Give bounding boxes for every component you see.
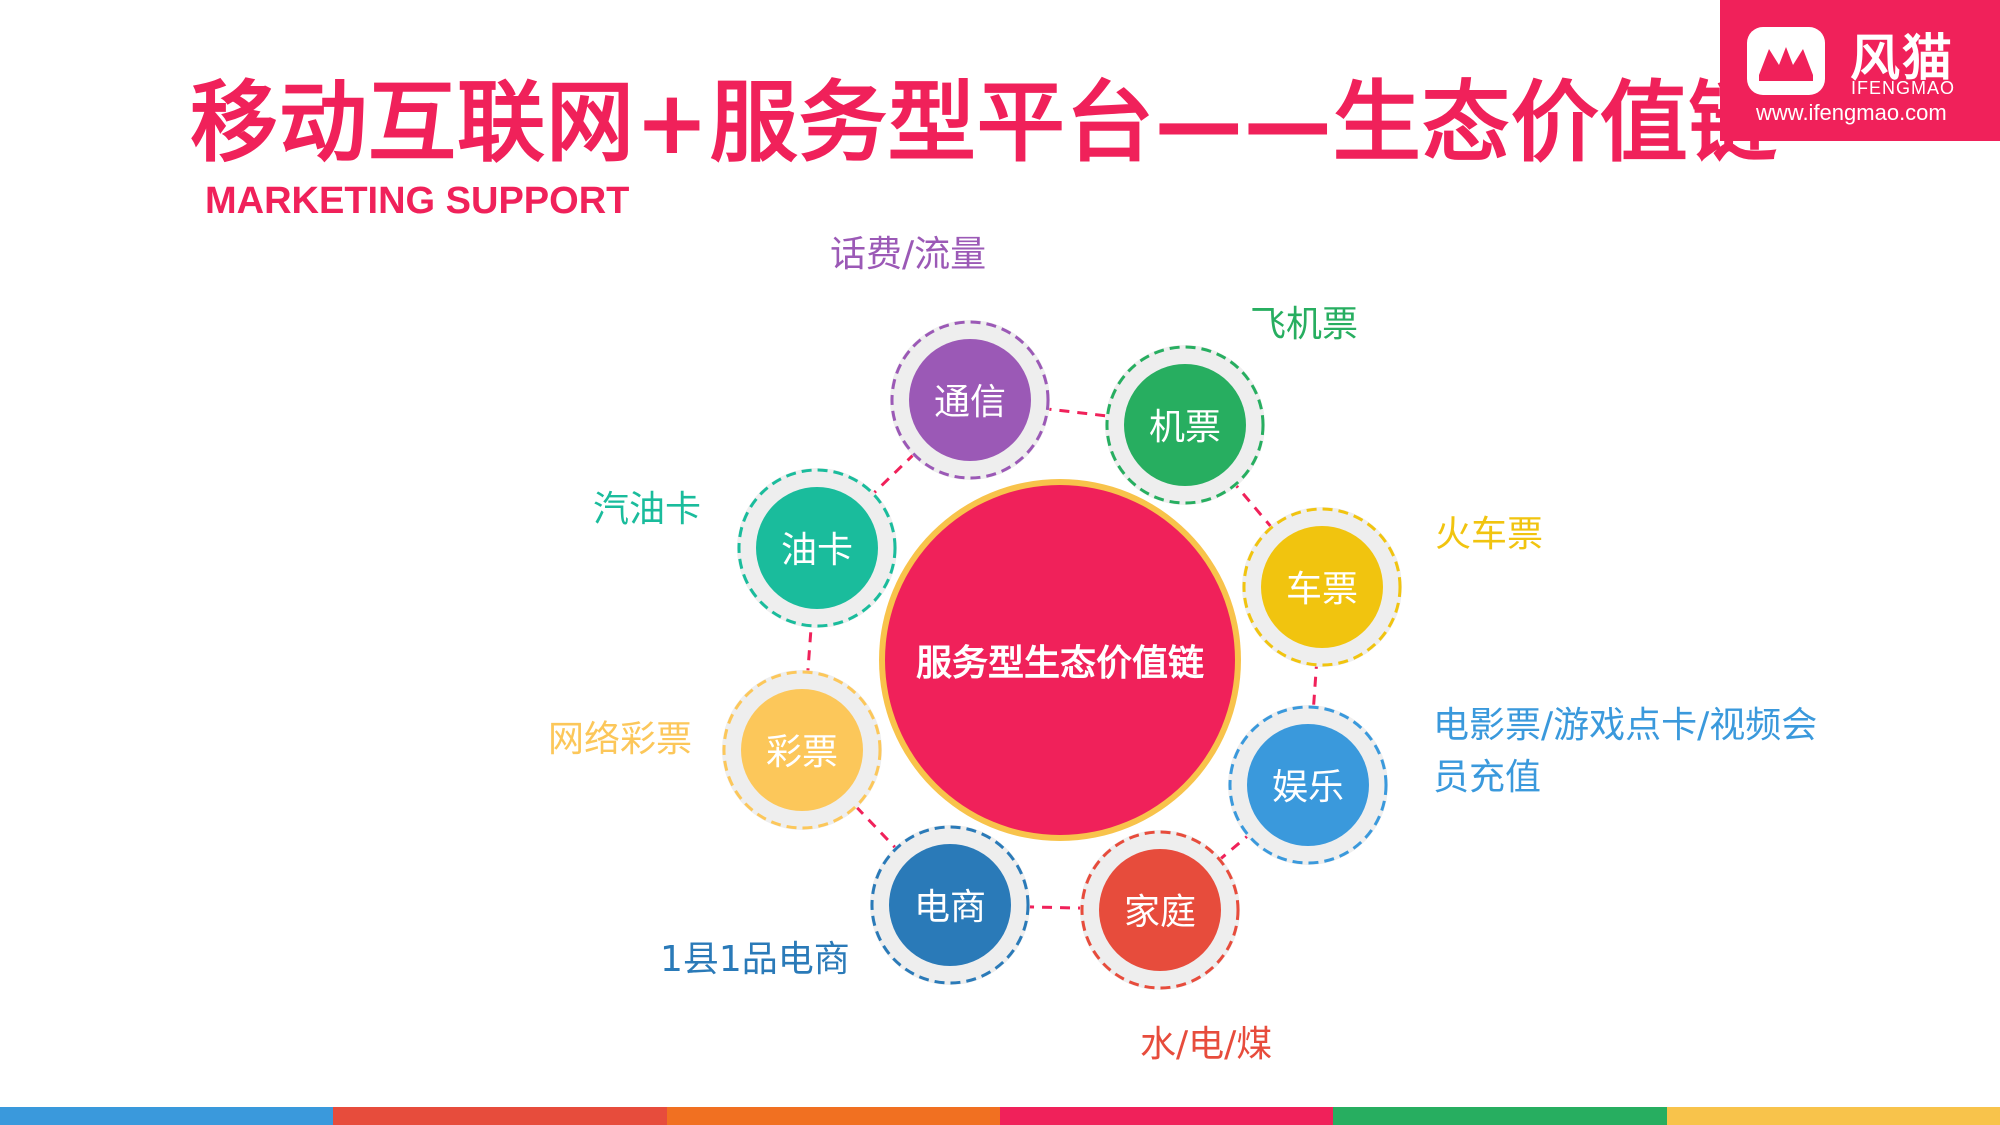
logo-subname: IFENGMAO	[1851, 78, 1956, 98]
page-title: 移动互联网+服务型平台——生态价值链	[190, 71, 1778, 174]
bottom-bar-segment	[0, 1107, 334, 1125]
brand-logo[interactable]: 风猫 IFENGMAO www.ifengmao.com	[1720, 0, 2000, 141]
node-youka[interactable]: 油卡	[737, 468, 897, 628]
node-label: 油卡	[781, 530, 853, 571]
bottom-bar-segment	[999, 1107, 1334, 1125]
node-label: 家庭	[1124, 892, 1196, 933]
bottom-bar-segment	[1666, 1107, 2000, 1125]
node-caipiao[interactable]: 彩票	[722, 670, 882, 830]
node-label: 车票	[1286, 569, 1358, 610]
external-label-caipiao: 网络彩票	[548, 719, 693, 760]
node-label: 娱乐	[1272, 767, 1344, 808]
bottom-color-bar	[0, 1107, 2000, 1125]
node-dianshang[interactable]: 电商	[870, 825, 1030, 985]
logo-name: 风猫	[1850, 29, 1954, 87]
cat-logo-icon	[1747, 27, 1825, 95]
connector-line	[1159, 783, 1309, 912]
logo-url[interactable]: www.ifengmao.com	[1756, 100, 1947, 125]
bottom-bar-segment	[333, 1107, 667, 1125]
node-label: 电商	[914, 887, 986, 928]
node-jipiao[interactable]: 机票	[1105, 345, 1265, 505]
external-label-youka: 汽油卡	[593, 489, 702, 530]
external-label-yule: 电影票/游戏点卡/视频会员充值	[1433, 705, 1818, 799]
center-circle[interactable]	[885, 485, 1235, 835]
external-label-tongxin: 话费/流量	[830, 234, 987, 275]
bottom-bar-segment	[666, 1107, 1000, 1125]
external-label-chepiao: 火车票	[1435, 514, 1544, 555]
node-chepiao[interactable]: 车票	[1242, 507, 1402, 667]
node-label: 通信	[934, 382, 1006, 423]
bottom-bar-segment	[1333, 1107, 1667, 1125]
node-label: 彩票	[766, 732, 838, 773]
page-subtitle: MARKETING SUPPORT	[205, 180, 630, 222]
node-label: 机票	[1149, 407, 1221, 448]
external-label-dianshang: 1县1品电商	[660, 939, 850, 980]
node-tongxin[interactable]: 通信	[890, 320, 1050, 480]
external-label-jiating: 水/电/煤	[1140, 1024, 1273, 1065]
center-label: 服务型生态价值链	[916, 643, 1204, 684]
node-yule[interactable]: 娱乐	[1228, 705, 1388, 865]
external-label-jipiao: 飞机票	[1250, 304, 1359, 345]
node-jiating[interactable]: 家庭	[1080, 830, 1240, 990]
